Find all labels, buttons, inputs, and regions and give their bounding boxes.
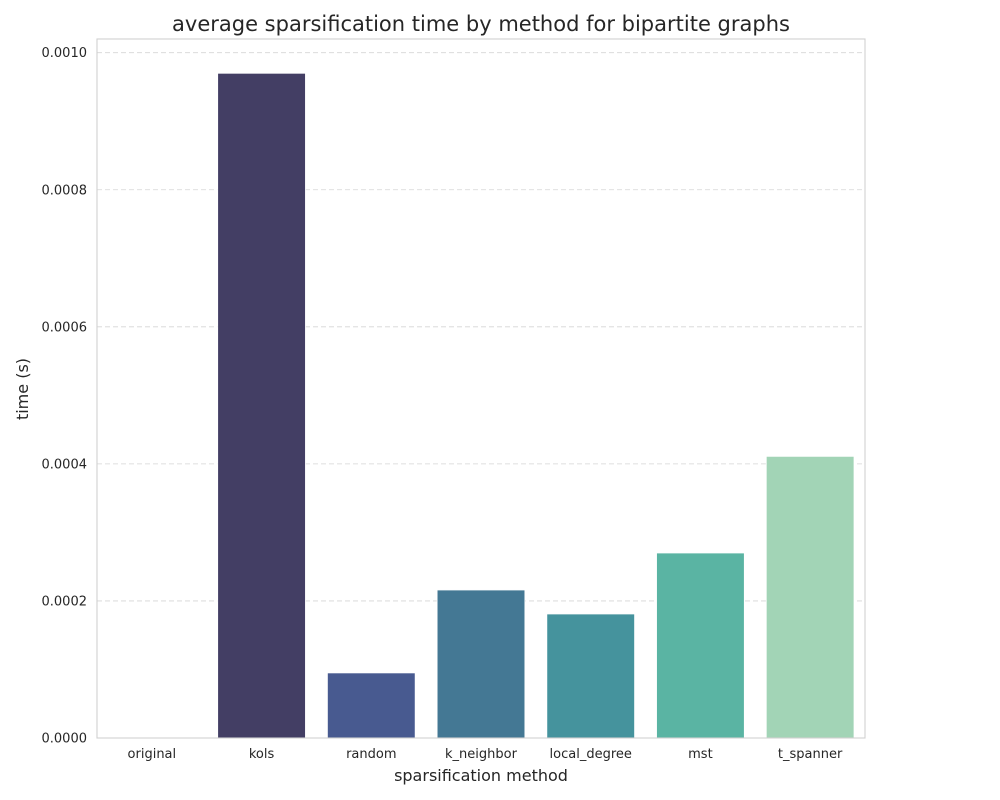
- x-axis-label: sparsification method: [394, 766, 568, 785]
- x-tick-labels: original kols random k_neighbor local_degree…: [128, 747, 843, 762]
- plot-frame: [96, 38, 866, 739]
- y-tick-label: 0.0002: [42, 594, 88, 609]
- bar-local-degree: [546, 613, 635, 739]
- x-tick-label: kols: [249, 747, 275, 762]
- y-tick-label: 0.0006: [42, 320, 88, 335]
- y-gridlines: [97, 52, 865, 602]
- x-tick-label: random: [346, 747, 396, 762]
- bars: [217, 72, 855, 739]
- y-tick-labels: 0.0000 0.0002 0.0004 0.0006 0.0008 0.0010: [42, 46, 88, 746]
- y-tick-label: 0.0004: [42, 457, 88, 472]
- y-tick-label: 0.0010: [42, 46, 88, 61]
- y-tick-label: 0.0008: [42, 183, 88, 198]
- bar-mst: [656, 552, 745, 739]
- chart-title: average sparsification time by method fo…: [172, 12, 790, 36]
- bar-kols: [217, 72, 306, 739]
- y-tick-label: 0.0000: [42, 732, 88, 747]
- x-tick-label: t_spanner: [778, 747, 843, 762]
- x-tick-label: local_degree: [550, 747, 632, 762]
- x-tick-label: mst: [688, 747, 713, 762]
- x-tick-label: k_neighbor: [445, 747, 518, 762]
- bar-random: [326, 672, 416, 739]
- bar-k-neighbor: [436, 589, 526, 739]
- y-axis-label: time (s): [13, 358, 32, 420]
- bar-t-spanner: [765, 455, 855, 739]
- x-tick-label: original: [128, 747, 177, 762]
